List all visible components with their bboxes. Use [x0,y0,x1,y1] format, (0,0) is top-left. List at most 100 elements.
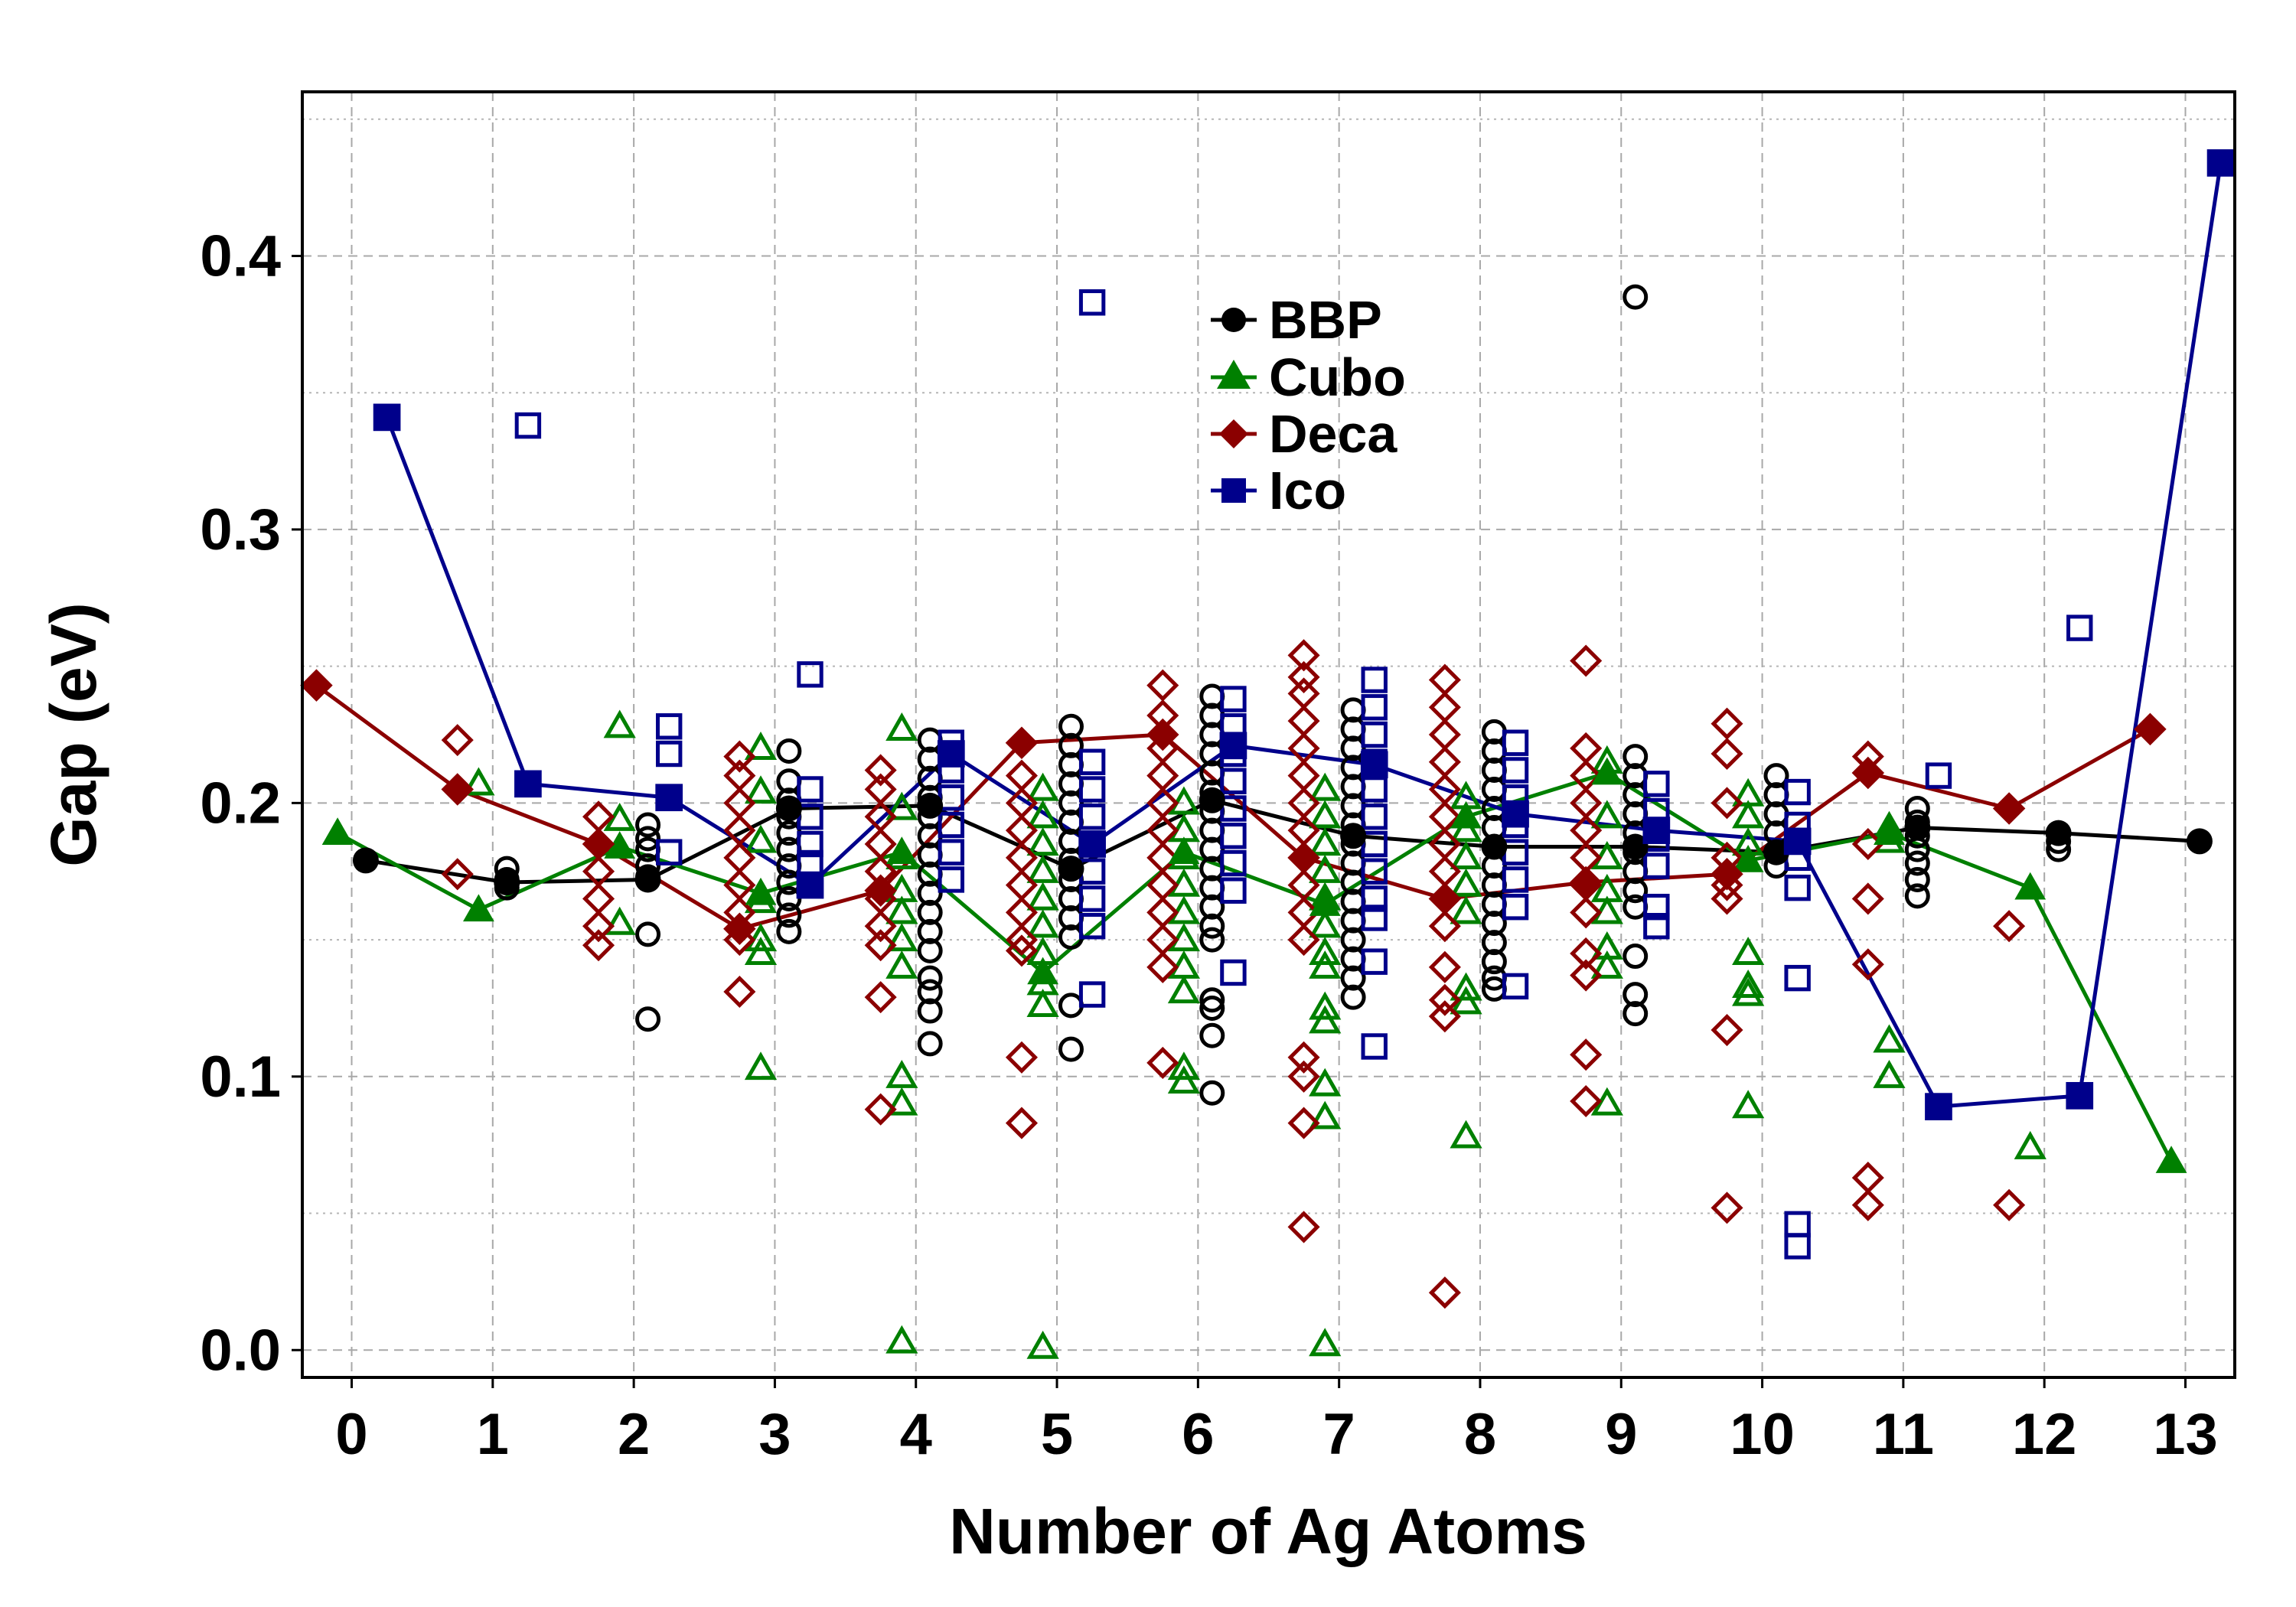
bbp-line-point [1622,833,1649,860]
cubo-scatter-point [744,1051,778,1081]
ico-scatter-point [1220,686,1247,712]
deca-line-point [2134,712,2167,746]
ico-scatter-point [514,412,542,439]
deca-scatter-point [1711,882,1743,915]
x-tick-label: 13 [2153,1402,2218,1467]
bbp-scatter-point [635,826,661,852]
bbp-scatter-point [776,902,802,928]
bbp-scatter-point [776,885,802,911]
cubo-scatter-point [1450,895,1482,924]
deca-line-point [441,773,474,806]
ico-scatter-point [1502,757,1529,784]
ico-line-point [1642,817,1671,844]
ico-scatter-point [797,776,823,803]
ico-scatter-point [938,866,965,893]
cubo-scatter-point [885,923,918,952]
bbp-line-point [634,866,661,893]
cubo-scatter-point [1450,1120,1482,1149]
deca-scatter-point [441,858,474,891]
ico-scatter-point [1643,771,1670,797]
cubo-scatter-point [885,712,918,741]
cubo-scatter-point [603,906,636,935]
bbp-scatter-point [635,812,661,838]
cubo-scatter-point [1167,786,1201,815]
deca-scatter-point [1428,1000,1461,1033]
cubo-scatter-point [1026,882,1059,911]
ico-scatter-point [1784,874,1811,901]
bbp-scatter-point [1199,927,1225,953]
ico-line-point [937,740,965,768]
bbp-line-point [917,792,944,819]
cubo-scatter-point [744,824,778,853]
cubo-scatter-point [1309,937,1342,966]
ico-scatter-point [1784,778,1811,806]
bbp-scatter-point [917,899,943,925]
cubo-line-point [885,836,918,865]
legend-marker-deca [1219,419,1248,448]
cubo-scatter-point [1873,1059,1906,1088]
bbp-scatter-point [1623,284,1649,310]
ico-scatter-point [1078,804,1106,830]
deca-scatter-point [1851,882,1884,915]
ico-scatter-point [1361,948,1388,975]
deca-line-point [1992,792,2026,825]
deca-line-point [300,669,333,702]
cubo-scatter-point [1309,991,1342,1020]
bbp-scatter-point [1199,913,1225,939]
cubo-scatter-point [1026,854,1059,883]
ico-line-point [1925,1093,1952,1120]
deca-line-point [723,912,756,946]
x-tick-label: 8 [1464,1402,1496,1467]
ico-scatter-point [1643,893,1670,921]
ico-scatter-point [1361,858,1388,885]
ico-scatter-point [1502,893,1529,921]
legend-item-cubo: Cubo [1211,347,1406,407]
deca-scatter-point [1711,1191,1743,1224]
cubo-scatter-point [2014,1130,2047,1159]
legend-item-bbp: BBP [1211,290,1382,350]
cubo-scatter-point [885,1325,918,1354]
ico-line-point [2206,149,2235,177]
cubo-line-point [462,894,494,922]
cubo-line-point [1309,888,1341,916]
ico-line-point [1502,800,1529,828]
deca-line-point [1569,865,1603,899]
ico-scatter-point [938,811,965,839]
bbp-scatter-point [917,965,943,991]
bbp-scatter-point [1481,930,1507,956]
series-points [300,149,2235,1359]
x-tick-label: 4 [900,1402,932,1467]
bbp-line-point [1763,839,1790,865]
bbp-scatter-point [1340,735,1366,761]
cubo-scatter-point [1309,1100,1342,1129]
cubo-line-point [1874,817,1905,845]
cubo-scatter-point [885,950,918,979]
deca-scatter-point [864,754,897,787]
ico-scatter-point [1220,877,1247,904]
deca-scatter-point [1428,1276,1461,1309]
cubo-scatter-point [1026,772,1059,801]
ico-scatter-point [655,740,683,768]
deca-scatter-point [1570,644,1603,677]
bbp-scatter-point [1481,949,1507,975]
x-axis-title: Number of Ag Atoms [949,1495,1587,1567]
x-tick-label: 1 [477,1402,509,1467]
cubo-scatter-point [1309,772,1342,801]
ico-scatter-point [1643,852,1670,879]
ico-line-point [373,403,401,432]
bbp-scatter-point [776,738,802,764]
deca-scatter-point [441,724,474,757]
legend: BBP Cubo Deca Ico [1211,290,1406,520]
x-tick-label: 9 [1605,1402,1637,1467]
deca-scatter-point [1005,934,1038,967]
ico-scatter-point [1361,1033,1388,1060]
y-tick-label: 0.1 [200,1045,281,1110]
ico-scatter-point [1361,721,1388,748]
bbp-line-point [1481,833,1508,860]
deca-scatter-point [1287,1107,1320,1139]
x-tick-label: 5 [1041,1402,1073,1467]
ico-scatter-point [1784,964,1811,992]
ico-scatter-point [1502,866,1529,893]
bbp-scatter-point [1058,1036,1084,1062]
grid [302,92,2235,1377]
